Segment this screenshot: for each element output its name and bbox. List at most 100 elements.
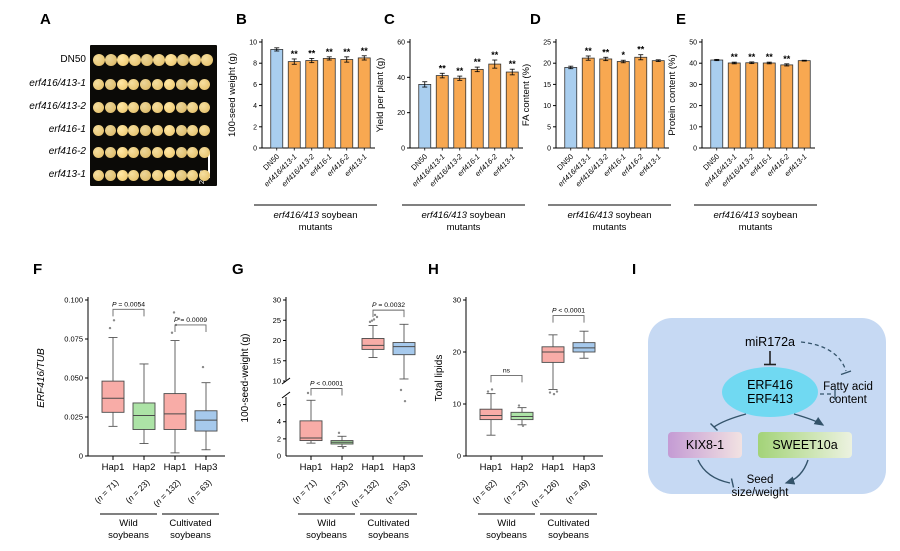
svg-text:ERF416: ERF416	[747, 378, 793, 392]
svg-text:mutants: mutants	[593, 222, 627, 233]
bar-chart-100-seed-weight: 0 2 4 6 8 10 100-seed weight (g) DN50 ** erf416/4…	[222, 8, 382, 258]
seed	[128, 124, 140, 136]
svg-text:P = 0.0032: P = 0.0032	[372, 302, 405, 309]
svg-text:soybeans: soybeans	[486, 530, 527, 541]
svg-text:erf416/413 soybean: erf416/413 soybean	[274, 210, 358, 221]
svg-text:**: **	[491, 50, 499, 60]
svg-text:Hap3: Hap3	[393, 462, 416, 473]
svg-text:**: **	[361, 46, 369, 56]
scale-bar	[207, 152, 210, 178]
svg-text:Hap1: Hap1	[300, 462, 323, 473]
svg-text:10: 10	[273, 377, 281, 386]
svg-text:soybeans: soybeans	[306, 530, 347, 541]
svg-text:4: 4	[253, 103, 257, 110]
box-plot-total-lipids: 0 10 20 30 Total lipids Hap1 (n = 62) Hap2 (n = …	[420, 256, 620, 551]
svg-text:soybeans: soybeans	[108, 530, 149, 541]
svg-text:SWEET10a: SWEET10a	[772, 438, 837, 452]
svg-text:0: 0	[693, 146, 697, 153]
svg-text:10: 10	[453, 400, 461, 409]
seed	[105, 54, 117, 66]
svg-text:(n = 49): (n = 49)	[563, 477, 591, 505]
seed	[117, 54, 129, 66]
svg-text:**: **	[456, 66, 464, 76]
svg-text:20: 20	[453, 348, 461, 357]
svg-text:soybeans: soybeans	[170, 530, 211, 541]
seed-row-label: erf413-1	[48, 169, 86, 180]
seed-row	[93, 54, 213, 66]
seed	[151, 78, 163, 90]
seed	[201, 54, 213, 66]
box-plot-100-seed-weight: 10 15 20 25 30 2 4 6 0 100-seed-weight (g) Hap1 (n …	[224, 256, 424, 551]
svg-text:Hap3: Hap3	[573, 462, 596, 473]
svg-text:Fatty acid: Fatty acid	[823, 381, 873, 393]
seed	[189, 54, 201, 66]
seed-row	[93, 124, 211, 136]
seed	[199, 169, 211, 181]
svg-text:30: 30	[273, 296, 281, 305]
svg-text:soybeans: soybeans	[548, 530, 589, 541]
svg-text:Hap3: Hap3	[195, 462, 218, 473]
svg-text:Hap1: Hap1	[164, 462, 187, 473]
svg-text:erf416/413 soybean: erf416/413 soybean	[568, 210, 652, 221]
svg-text:0: 0	[547, 146, 551, 153]
svg-text:5: 5	[547, 124, 551, 131]
seed-row-label: erf416-1	[48, 124, 86, 135]
bar-chart-yield-per-plant: 0 20 40 60 Yield per plant (g) DN50 ** erf416/4…	[370, 8, 530, 258]
seed	[177, 54, 189, 66]
seed	[151, 169, 163, 181]
svg-text:Hap2: Hap2	[331, 462, 354, 473]
svg-text:**: **	[637, 45, 645, 55]
seed	[175, 146, 187, 158]
panel-letter-a: A	[40, 11, 51, 28]
seed	[140, 78, 152, 90]
seed	[175, 169, 187, 181]
panel-letter-d: D	[530, 11, 541, 28]
svg-text:Yield per plant (g): Yield per plant (g)	[375, 58, 386, 133]
panel-c: C 0 20 40 60 Yield per plant (g) DN50 ** erf416…	[370, 8, 530, 253]
seed	[104, 101, 116, 113]
seed	[93, 169, 104, 181]
svg-text:50: 50	[689, 40, 697, 47]
svg-text:**: **	[343, 47, 351, 57]
seed	[151, 146, 163, 158]
seed	[93, 101, 104, 113]
panel-d: D 0 5 10 15 20 25 FA content (%) DN50 ** erf416/4…	[516, 8, 676, 253]
svg-text:0: 0	[277, 452, 281, 461]
svg-text:20: 20	[689, 103, 697, 110]
svg-text:(n = 132): (n = 132)	[349, 477, 380, 508]
svg-text:**: **	[766, 52, 774, 62]
svg-text:Wild: Wild	[497, 518, 515, 529]
svg-text:**: **	[602, 47, 610, 57]
svg-text:ERF416/TUB: ERF416/TUB	[36, 348, 47, 408]
svg-text:size/weight: size/weight	[732, 487, 790, 499]
svg-text:Cultivated: Cultivated	[367, 518, 409, 529]
svg-text:P = 0.0009: P = 0.0009	[174, 317, 207, 324]
bar-chart-fa-content: 0 5 10 15 20 25 FA content (%) DN50 ** erf416/413…	[516, 8, 676, 258]
seed-row	[93, 101, 211, 113]
seed	[93, 124, 104, 136]
seed-row	[93, 169, 211, 181]
seed	[175, 101, 187, 113]
svg-text:mutants: mutants	[739, 222, 773, 233]
svg-text:**: **	[326, 47, 334, 57]
seed	[175, 124, 187, 136]
panel-letter-i: I	[632, 261, 637, 278]
svg-text:soybeans: soybeans	[368, 530, 409, 541]
seed	[93, 146, 104, 158]
seed	[104, 146, 116, 158]
seed-row	[93, 78, 211, 90]
seed-row-label: erf416-2	[48, 146, 86, 157]
seed	[199, 78, 211, 90]
seed	[165, 54, 177, 66]
seed	[163, 78, 175, 90]
seed-row	[93, 146, 211, 158]
panel-letter-g: G	[232, 261, 244, 278]
svg-text:0: 0	[253, 146, 257, 153]
seed	[151, 101, 163, 113]
svg-text:content: content	[829, 394, 868, 406]
seed	[163, 169, 175, 181]
svg-text:**: **	[783, 54, 791, 64]
seed	[104, 124, 116, 136]
panel-f: F 0 0.025 0.050 0.075 0.100 ERF416/TUB Hap1 (n …	[28, 256, 228, 551]
svg-text:(n = 23): (n = 23)	[321, 477, 349, 505]
